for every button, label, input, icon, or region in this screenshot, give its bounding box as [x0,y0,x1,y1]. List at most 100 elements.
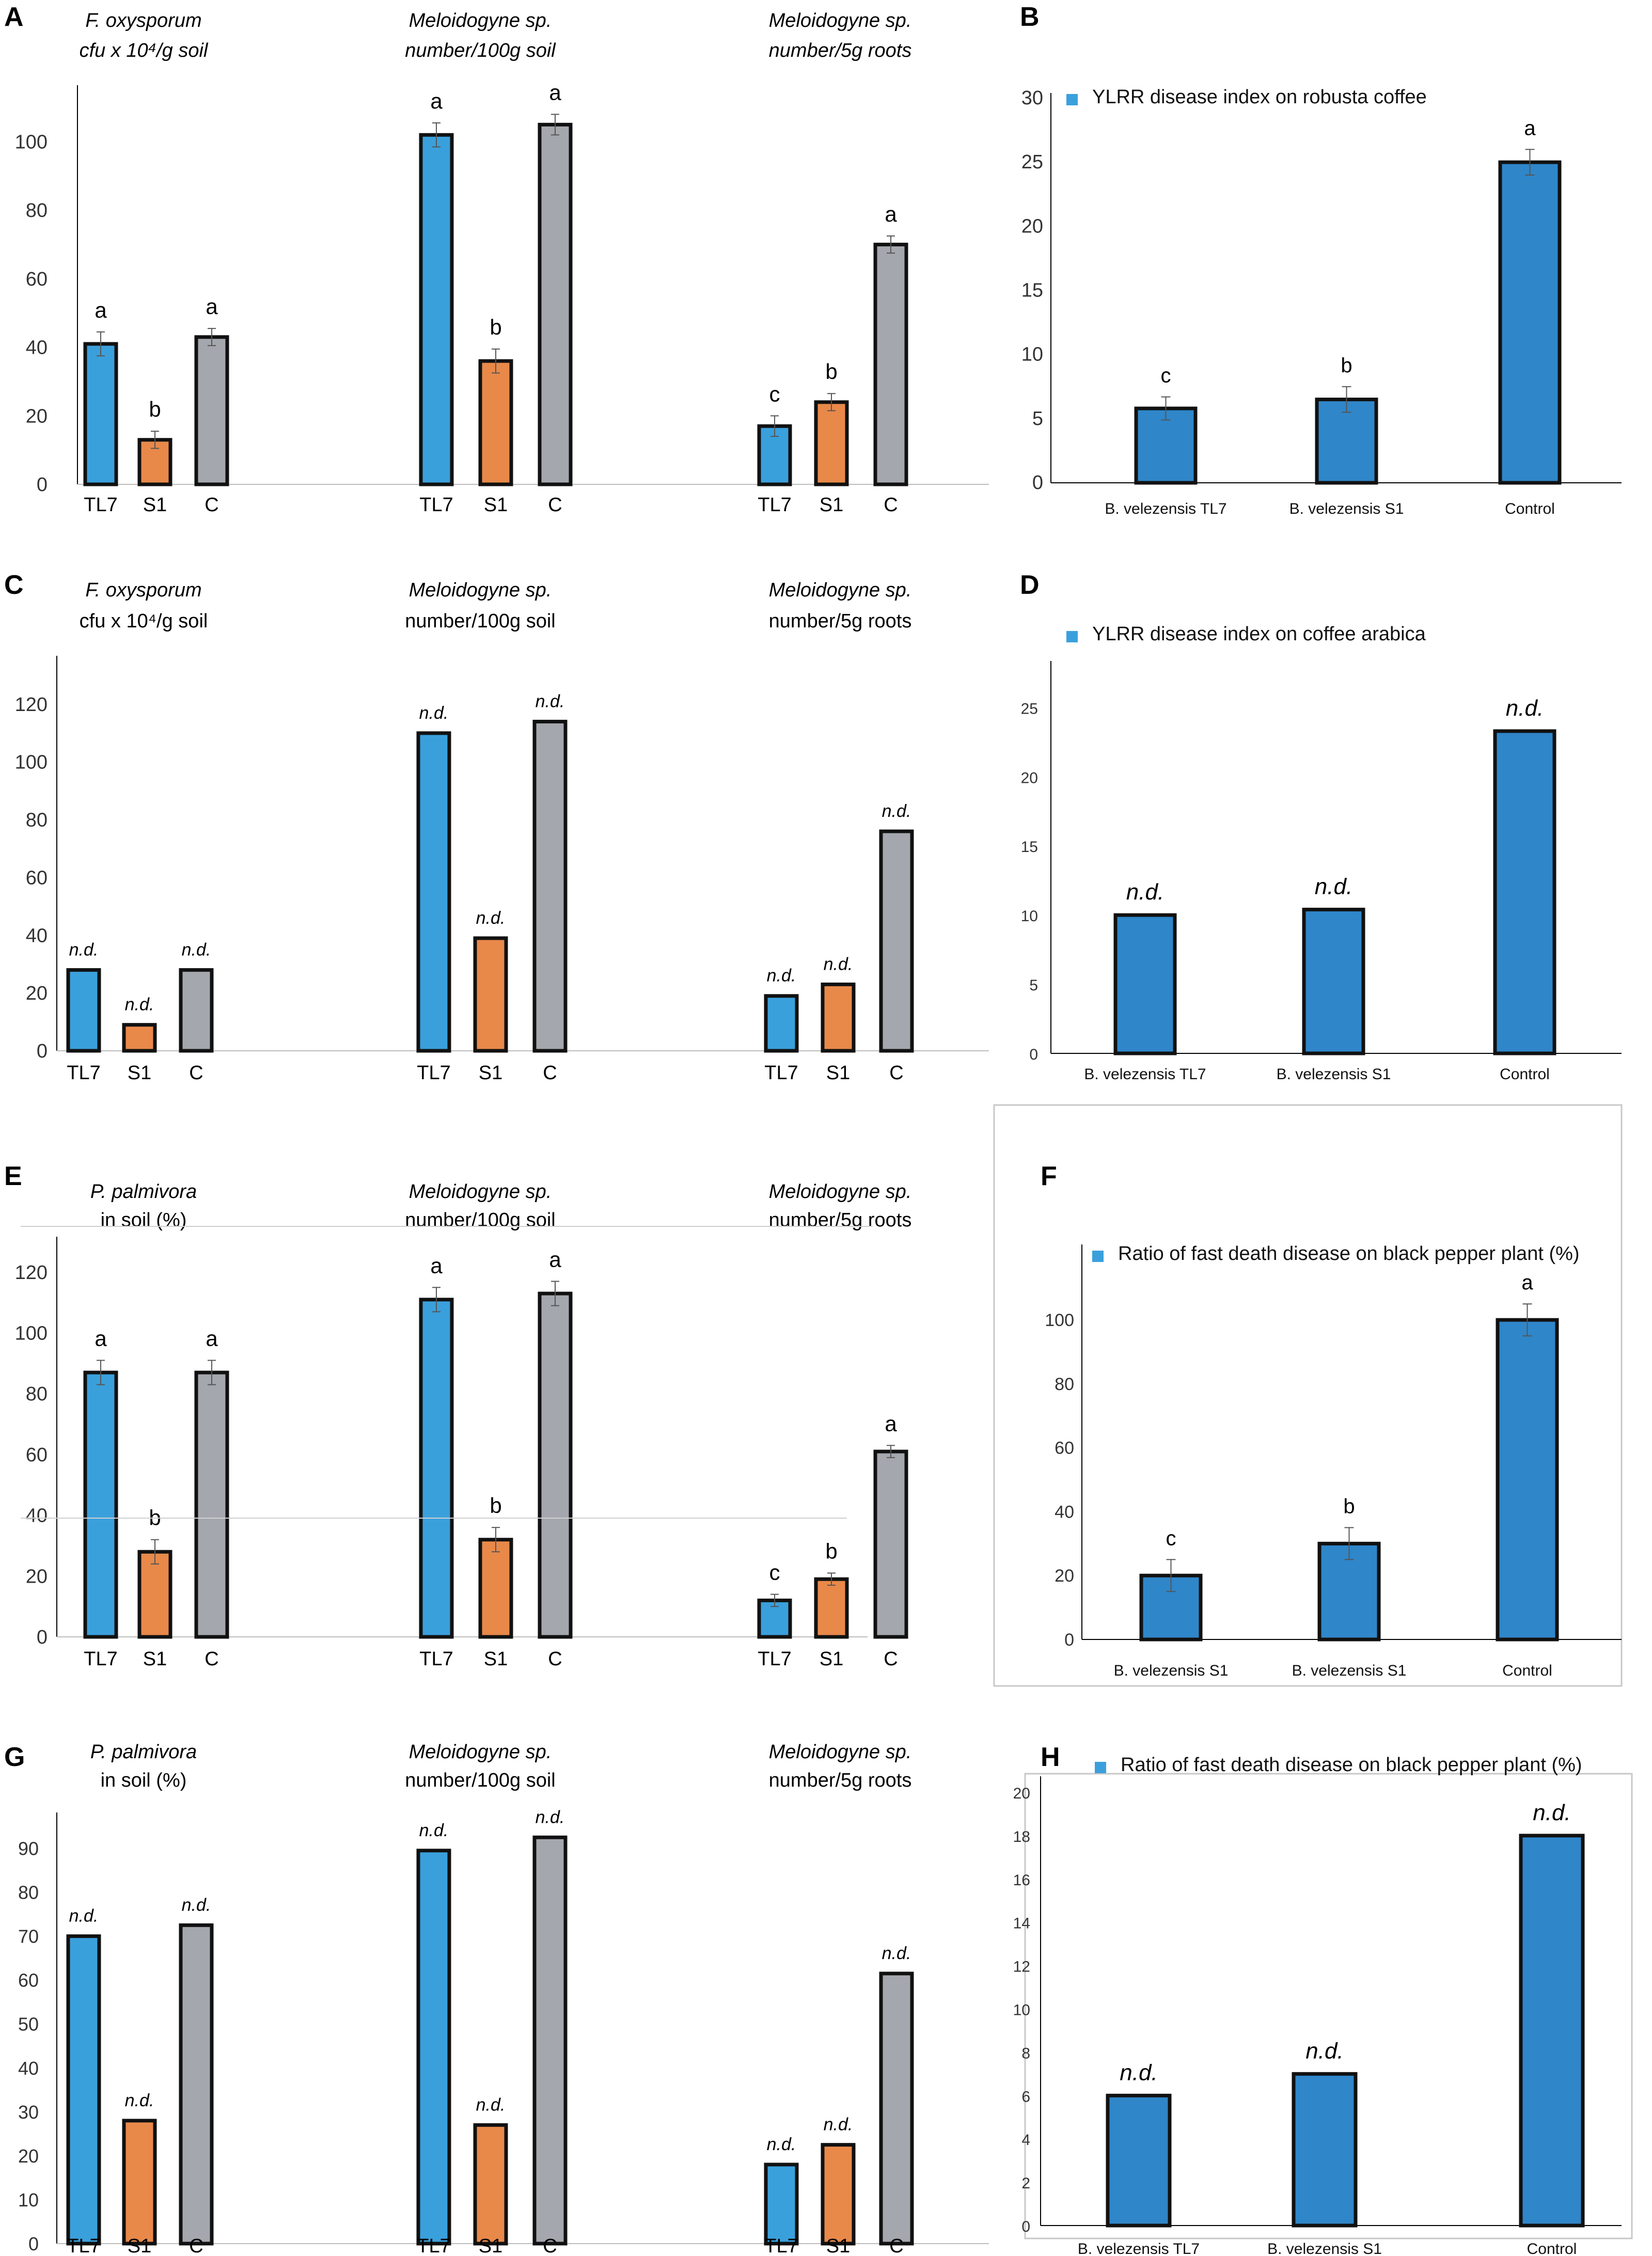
bar-tl7 [83,342,118,486]
y-tick-label: 6 [1021,2088,1030,2105]
significance-label: n.d. [69,940,99,959]
legend-swatch [1095,1762,1106,1773]
panel-h: H Ratio of fast death disease on black pe… [1013,1742,1633,2256]
bar-s1 [473,2123,508,2246]
y-tick-label: 0 [28,2233,39,2254]
panel-frame [1024,1773,1633,2239]
bar-c [532,1835,568,2246]
panel-e: E 0 20 40 60 80 100 120 P. palmivora in soil (%) a… [4,1161,911,1670]
significance-label: n.d. [182,940,211,959]
x-category-label: TL7 [419,494,453,516]
panel-frame [993,1104,1623,1687]
bar-tl7 [66,1934,101,2246]
legend-label: YLRR disease index on robusta coffee [1092,86,1427,108]
bar-s1 [137,1550,172,1639]
y-tick-label: 40 [26,1505,48,1527]
bar-tl7 [764,2163,799,2246]
significance-label: a [549,80,561,104]
significance-label: n.d. [69,1906,99,1926]
bar-s1 [814,1577,849,1639]
x-category-label: Control [1527,2241,1577,2256]
y-tick-label: 90 [18,1838,39,1859]
x-category-label: TL7 [84,1648,117,1670]
y-tick-label: 60 [1055,1439,1074,1458]
legend-swatch [1066,94,1078,105]
y-tick-label: 5 [1032,408,1043,430]
y-tick-label: 40 [1055,1502,1074,1522]
x-category-label: S1 [826,1062,850,1084]
significance-label: n.d. [536,1807,565,1827]
bar-tl7 [419,1298,454,1639]
y-tick-label: 100 [15,132,48,153]
x-category-label: TL7 [758,1648,791,1670]
y-tick-label: 15 [1021,839,1038,856]
panel-letter: E [4,1161,22,1191]
bar-tl7 [416,731,451,1053]
x-category-label: S1 [128,1062,151,1084]
group-title: Meloidogyne sp. [769,579,912,601]
significance-label: n.d. [125,995,154,1015]
y-tick-label: 10 [18,2189,39,2211]
y-tick-label: 60 [18,1970,39,1991]
x-category-label: TL7 [758,494,791,516]
y-tick-label: 12 [1013,1959,1030,1976]
x-category-label: S1 [484,1648,508,1670]
group-title: F. oxysporum [85,10,201,31]
x-category-label: S1 [479,2235,502,2256]
y-tick-label: 16 [1013,1872,1030,1889]
y-tick-label: 15 [1021,280,1043,302]
bar-treatment [1134,406,1198,485]
panel-letter: G [4,1742,25,1772]
group-title: Meloidogyne sp. [409,1181,552,1203]
x-category-label: C [189,2235,203,2256]
legend-label: Ratio of fast death disease on black pep… [1121,1754,1582,1776]
bar-c [194,335,229,486]
group-title: Meloidogyne sp. [409,10,552,31]
y-tick-label: 30 [18,2102,39,2123]
significance-label: a [1524,117,1536,139]
y-tick-label: 18 [1013,1828,1030,1845]
y-tick-label: 100 [15,752,48,774]
group-title: cfu x 10⁴/g soil [80,40,209,61]
group-title: number/5g roots [769,1209,912,1231]
x-category-label: B. velezensis TL7 [1084,1066,1206,1083]
y-tick-label: 5 [1029,977,1038,994]
y-tick-label: 60 [26,867,48,889]
significance-label: b [1343,1495,1355,1518]
group-title: number/100g soil [405,1209,556,1231]
bar-s1 [122,2119,157,2246]
y-tick-label: 70 [18,1926,39,1947]
x-category-label: Control [1502,1662,1552,1679]
bar-c [179,968,214,1053]
group-title: in soil (%) [101,1209,187,1231]
group-title: Meloidogyne sp. [769,10,912,31]
significance-label: n.d. [1305,2038,1343,2063]
y-tick-label: 0 [37,1040,48,1062]
panel-d: D YLRR disease index on coffee arabica 0 5 1… [1020,570,1622,1083]
panel-letter: A [4,2,24,32]
bar-tl7 [66,968,101,1053]
y-tick-label: 20 [26,983,48,1004]
bar-control [1498,160,1562,485]
bar-s1 [821,982,856,1053]
group-title: number/5g roots [769,40,912,61]
bar-s1 [473,936,508,1053]
significance-label: b [490,1493,501,1518]
x-category-label: TL7 [84,494,117,516]
x-category-label: S1 [826,2235,850,2256]
x-category-label: TL7 [764,2235,798,2256]
panel-b: B YLRR disease index on robusta coffee 0 5 1… [1020,2,1622,517]
y-tick-label: 25 [1021,700,1038,717]
panel-letter: F [1041,1161,1057,1191]
bar-tl7 [764,994,799,1053]
panel-letter: B [1020,2,1040,32]
bar-s1 [478,359,513,486]
bar-s1 [814,400,849,486]
significance-label: n.d. [476,908,506,928]
group-title: number/5g roots [769,1770,912,1791]
y-tick-label: 100 [15,1323,48,1345]
y-tick-label: 100 [1045,1311,1074,1330]
x-category-label: Control [1500,1066,1550,1083]
y-tick-label: 0 [1021,2218,1030,2235]
